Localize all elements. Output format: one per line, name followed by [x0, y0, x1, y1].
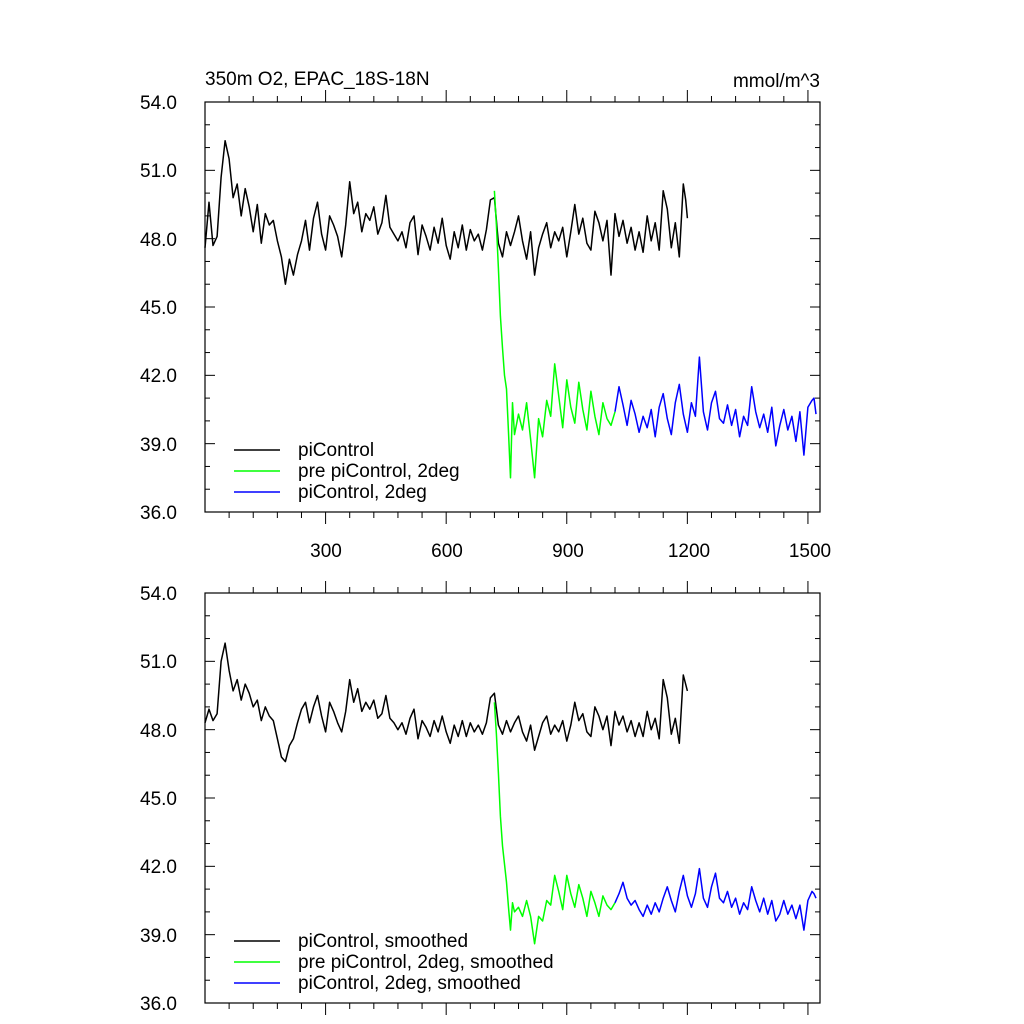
legend-label: piControl, 2deg, smoothed — [298, 973, 521, 994]
picontrol-2deg-smoothed-line — [614, 867, 817, 931]
picontrol-2deg-line — [614, 356, 817, 456]
bottom-series-lines — [204, 642, 817, 945]
bottom-ytick-label: 39.0 — [140, 926, 177, 947]
picontrol-smoothed-line — [204, 642, 689, 763]
bottom-ytick-label: 51.0 — [140, 652, 177, 673]
bottom-legend: piControl, smoothed pre piControl, 2deg,… — [234, 931, 554, 994]
legend-label: piControl — [298, 440, 374, 461]
bottom-ytick-label: 54.0 — [140, 584, 177, 605]
top-ytick-label: 39.0 — [140, 435, 177, 456]
bottom-ytick-label: 45.0 — [140, 789, 177, 810]
top-xtick-label: 900 — [552, 541, 584, 562]
top-ytick-label: 45.0 — [140, 298, 177, 319]
top-ytick-label: 48.0 — [140, 230, 177, 251]
pre-picontrol-2deg-smoothed-line — [493, 702, 616, 945]
top-xtick-label: 1200 — [668, 541, 710, 562]
legend-label: piControl, smoothed — [298, 931, 468, 952]
top-panel: 350m O2, EPAC_18S-18N mmol/m^3 36.0 39.0… — [140, 69, 831, 562]
top-ytick-label: 36.0 — [140, 503, 177, 524]
top-tick-marks — [205, 90, 820, 524]
bottom-ytick-label: 36.0 — [140, 994, 177, 1015]
top-series-lines — [204, 139, 817, 479]
top-ytick-label: 51.0 — [140, 161, 177, 182]
bottom-panel: 36.0 39.0 42.0 45.0 48.0 51.0 54.0 piCon… — [140, 581, 821, 1015]
bottom-ytick-label: 42.0 — [140, 857, 177, 878]
top-xtick-label: 1500 — [789, 541, 831, 562]
top-units-label: mmol/m^3 — [733, 71, 820, 92]
bottom-tick-marks — [205, 581, 820, 1015]
top-legend: piControl pre piControl, 2deg piControl,… — [234, 440, 460, 503]
top-ytick-label: 42.0 — [140, 366, 177, 387]
legend-label: pre piControl, 2deg — [298, 461, 460, 482]
legend-label: pre piControl, 2deg, smoothed — [298, 952, 554, 973]
pre-picontrol-2deg-line — [493, 190, 616, 479]
top-ytick-label: 54.0 — [140, 93, 177, 114]
top-xtick-label: 300 — [310, 541, 342, 562]
legend-label: piControl, 2deg — [298, 482, 427, 503]
top-xtick-label: 600 — [431, 541, 463, 562]
bottom-ytick-label: 48.0 — [140, 721, 177, 742]
picontrol-line — [204, 139, 689, 285]
top-chart-title: 350m O2, EPAC_18S-18N — [205, 69, 430, 90]
